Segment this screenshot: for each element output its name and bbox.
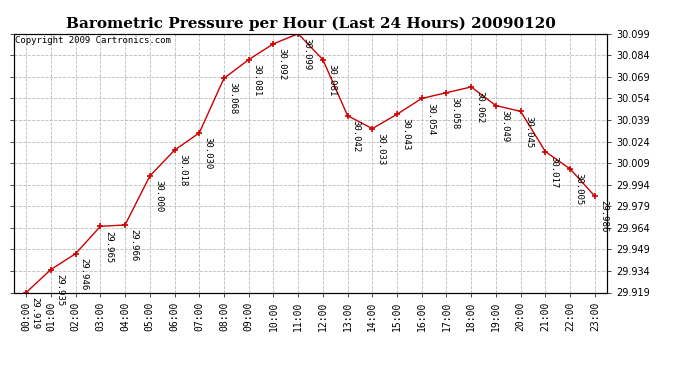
Text: 30.043: 30.043 [401, 118, 410, 151]
Text: 30.081: 30.081 [253, 64, 262, 96]
Text: 29.935: 29.935 [55, 274, 64, 306]
Text: 30.030: 30.030 [204, 137, 213, 170]
Text: 29.946: 29.946 [80, 258, 89, 290]
Text: 30.018: 30.018 [179, 154, 188, 187]
Text: 30.081: 30.081 [327, 64, 336, 96]
Text: 30.045: 30.045 [525, 116, 534, 148]
Text: 29.966: 29.966 [129, 229, 138, 261]
Text: 30.017: 30.017 [549, 156, 558, 188]
Text: 30.049: 30.049 [500, 110, 509, 142]
Text: 30.033: 30.033 [377, 133, 386, 165]
Text: 30.099: 30.099 [302, 38, 311, 70]
Text: 29.965: 29.965 [104, 231, 113, 263]
Text: 29.986: 29.986 [599, 200, 608, 232]
Text: 30.092: 30.092 [277, 48, 286, 80]
Text: 30.058: 30.058 [451, 97, 460, 129]
Title: Barometric Pressure per Hour (Last 24 Hours) 20090120: Barometric Pressure per Hour (Last 24 Ho… [66, 17, 555, 31]
Text: Copyright 2009 Cartronics.com: Copyright 2009 Cartronics.com [15, 36, 171, 45]
Text: 30.068: 30.068 [228, 82, 237, 115]
Text: 30.054: 30.054 [426, 103, 435, 135]
Text: 30.062: 30.062 [475, 91, 484, 123]
Text: 30.000: 30.000 [154, 180, 163, 213]
Text: 29.919: 29.919 [30, 297, 39, 329]
Text: 30.042: 30.042 [352, 120, 361, 152]
Text: 30.005: 30.005 [574, 173, 583, 205]
